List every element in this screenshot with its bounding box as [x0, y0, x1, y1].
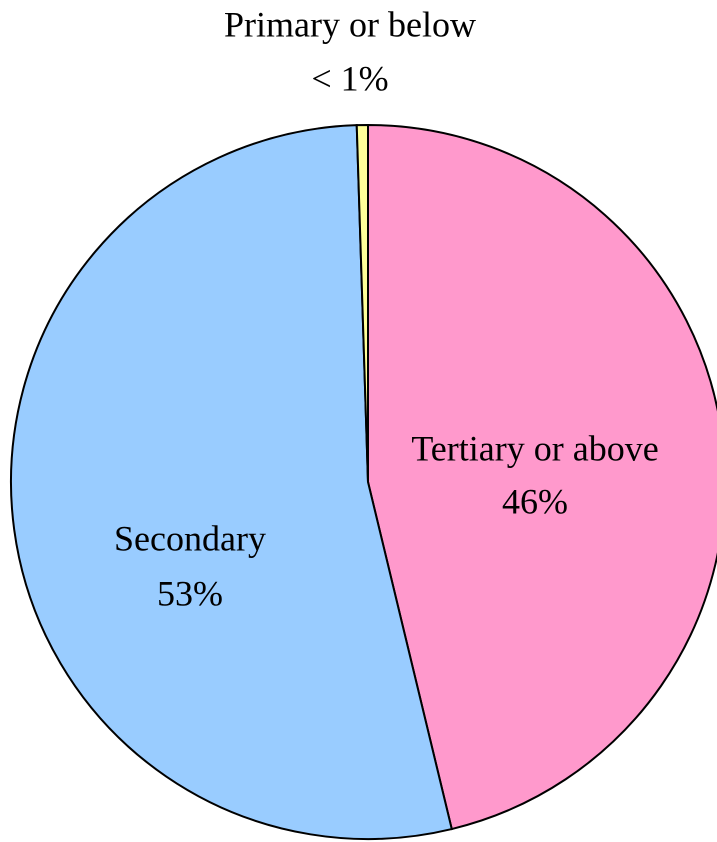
- slice-label: Tertiary or above: [411, 428, 658, 468]
- slice-label: Primary or below: [224, 4, 476, 44]
- slice-value-label: 46%: [502, 481, 568, 521]
- slice-value-label: 53%: [157, 573, 223, 613]
- pie-slice: [10, 124, 453, 840]
- pie-slice: [355, 123, 369, 483]
- slice-label: Secondary: [114, 518, 266, 558]
- slice-value-label: < 1%: [311, 58, 388, 98]
- pie-slice: [367, 123, 717, 831]
